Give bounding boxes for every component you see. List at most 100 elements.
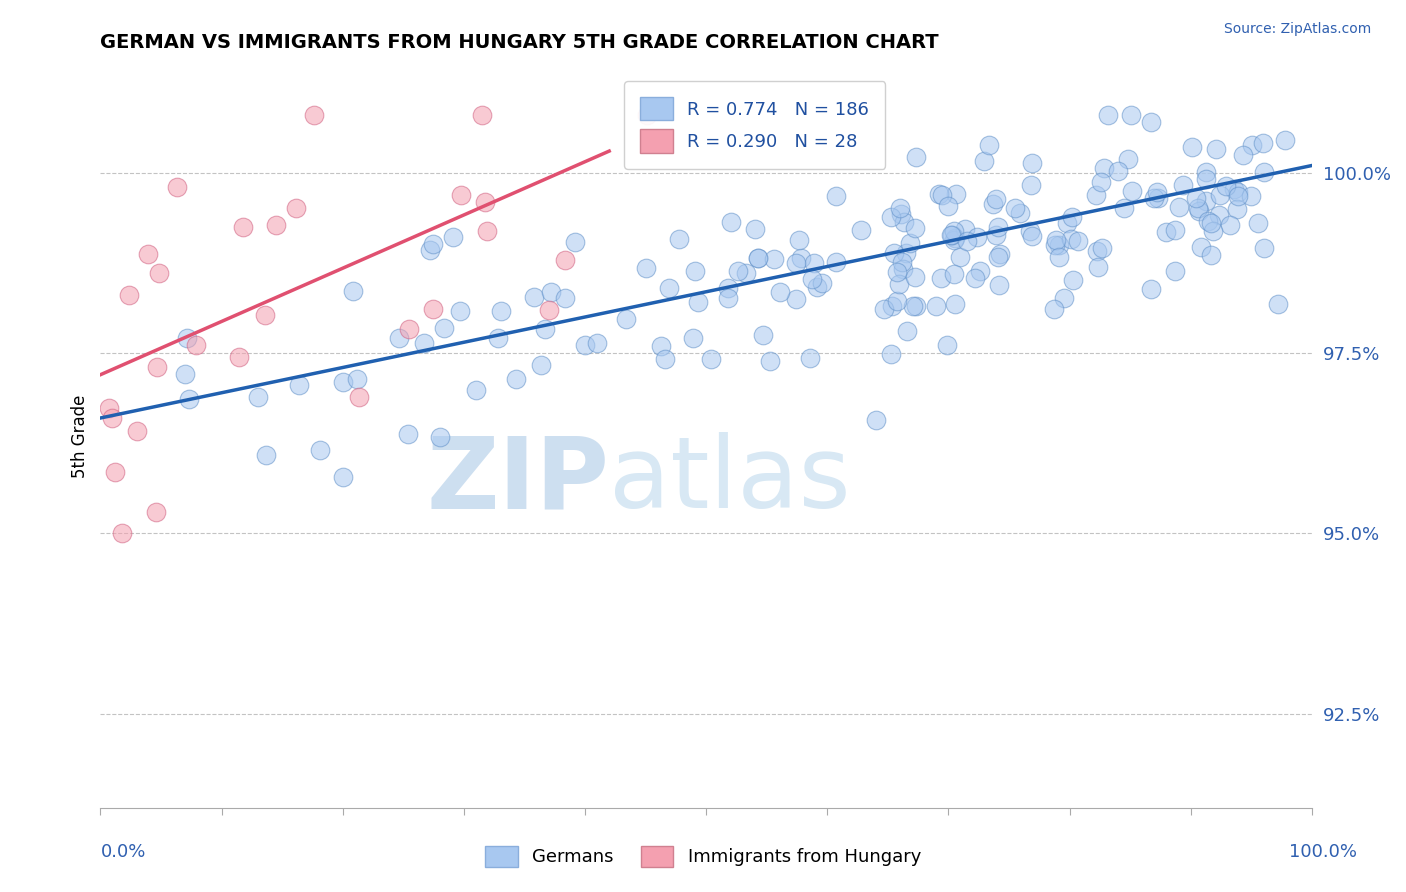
Point: [1146, 191, 1168, 205]
Point: [945, 187, 967, 202]
Point: [342, 284, 364, 298]
Point: [429, 430, 451, 444]
Point: [534, 322, 557, 336]
Point: [554, 291, 576, 305]
Point: [1187, 201, 1209, 215]
Point: [935, 338, 957, 352]
Point: [987, 277, 1010, 292]
Point: [727, 264, 749, 278]
Point: [1056, 216, 1078, 230]
Point: [682, 331, 704, 345]
Text: 100.0%: 100.0%: [1289, 843, 1357, 861]
Point: [1197, 214, 1219, 228]
Point: [986, 250, 1008, 264]
Point: [1240, 188, 1263, 202]
Point: [540, 285, 562, 299]
Point: [1181, 139, 1204, 153]
Point: [1085, 244, 1108, 259]
Point: [264, 218, 287, 232]
Point: [1163, 264, 1185, 278]
Point: [1164, 223, 1187, 237]
Point: [787, 234, 810, 248]
Point: [762, 252, 785, 267]
Point: [110, 526, 132, 541]
Point: [253, 308, 276, 322]
Point: [1021, 228, 1043, 243]
Point: [880, 299, 903, 313]
Point: [903, 299, 925, 313]
Point: [1004, 201, 1026, 215]
Point: [717, 291, 740, 305]
Point: [1107, 164, 1129, 178]
Point: [125, 424, 148, 438]
Point: [433, 320, 456, 334]
Text: atlas: atlas: [609, 432, 851, 529]
Point: [1156, 225, 1178, 239]
Point: [332, 375, 354, 389]
Point: [118, 288, 141, 302]
Point: [422, 237, 444, 252]
Point: [986, 192, 1008, 206]
Text: ZIP: ZIP: [426, 432, 609, 529]
Point: [184, 337, 207, 351]
Point: [1215, 179, 1237, 194]
Point: [801, 272, 824, 286]
Point: [886, 294, 908, 309]
Point: [1185, 191, 1208, 205]
Point: [145, 504, 167, 518]
Point: [554, 253, 576, 268]
Point: [254, 448, 277, 462]
Point: [943, 231, 966, 245]
Point: [1047, 238, 1070, 252]
Point: [896, 324, 918, 338]
Point: [1253, 241, 1275, 255]
Point: [977, 138, 1000, 153]
Point: [396, 426, 419, 441]
Point: [1097, 108, 1119, 122]
Point: [537, 302, 560, 317]
Point: [744, 222, 766, 236]
Text: Source: ZipAtlas.com: Source: ZipAtlas.com: [1223, 22, 1371, 37]
Point: [177, 392, 200, 406]
Point: [636, 261, 658, 276]
Legend: R = 0.774   N = 186, R = 0.290   N = 28: R = 0.774 N = 186, R = 0.290 N = 28: [624, 81, 886, 169]
Point: [928, 186, 950, 201]
Point: [1274, 133, 1296, 147]
Point: [232, 220, 254, 235]
Point: [418, 244, 440, 258]
Point: [1195, 165, 1218, 179]
Point: [929, 270, 952, 285]
Point: [658, 281, 681, 295]
Point: [1195, 172, 1218, 186]
Point: [636, 108, 658, 122]
Point: [346, 371, 368, 385]
Point: [1053, 291, 1076, 305]
Point: [806, 279, 828, 293]
Point: [942, 267, 965, 281]
Point: [574, 337, 596, 351]
Point: [1119, 108, 1142, 122]
Point: [1202, 223, 1225, 237]
Point: [769, 285, 792, 299]
Point: [811, 276, 834, 290]
Point: [486, 331, 509, 345]
Point: [966, 230, 988, 244]
Point: [717, 280, 740, 294]
Point: [969, 263, 991, 277]
Point: [865, 412, 887, 426]
Point: [1140, 282, 1163, 296]
Point: [720, 215, 742, 229]
Point: [880, 211, 903, 225]
Point: [890, 207, 912, 221]
Point: [734, 266, 756, 280]
Point: [1205, 142, 1227, 156]
Point: [893, 215, 915, 229]
Point: [1223, 182, 1246, 196]
Point: [889, 201, 911, 215]
Point: [1168, 201, 1191, 215]
Point: [1195, 194, 1218, 208]
Point: [1219, 218, 1241, 232]
Point: [824, 255, 846, 269]
Point: [1143, 191, 1166, 205]
Point: [953, 222, 976, 236]
